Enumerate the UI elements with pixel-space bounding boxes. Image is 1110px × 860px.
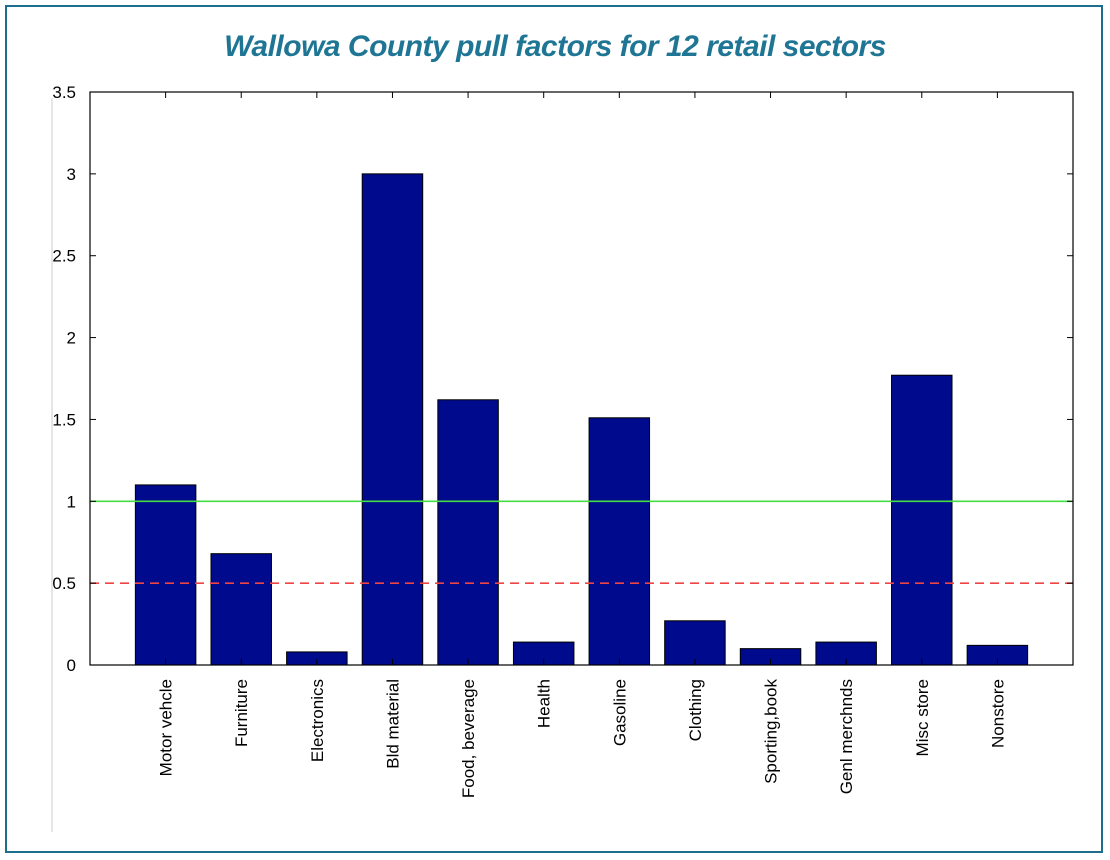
y-tick-label: 3 bbox=[67, 165, 76, 184]
bar-1 bbox=[134, 484, 197, 666]
x-tick-label: Health bbox=[535, 679, 554, 728]
y-tick-label: 2.5 bbox=[52, 247, 76, 266]
x-tick-label: Bld material bbox=[383, 679, 402, 769]
y-axis: 0 0.5 1 1.5 2 2.5 3 3.5 bbox=[52, 83, 1073, 675]
bar-11 bbox=[891, 374, 953, 666]
x-tick-label: Motor vehcle bbox=[157, 679, 176, 776]
x-tick-label: Nonstore bbox=[988, 679, 1007, 748]
reference-lines-group bbox=[90, 500, 1073, 584]
chart-title: Wallowa County pull factors for 12 retai… bbox=[224, 30, 886, 63]
y-tick-label: 3.5 bbox=[52, 83, 76, 102]
y-tick-label: 1.5 bbox=[52, 410, 76, 429]
bar-7 bbox=[588, 417, 651, 666]
bars-group bbox=[134, 173, 1029, 666]
x-tick-label: Electronics bbox=[308, 679, 327, 762]
y-tick-label: 2 bbox=[67, 329, 76, 348]
x-tick-label: Sporting,book bbox=[762, 679, 781, 784]
x-tick-label: Food, beverage bbox=[459, 679, 478, 798]
x-axis: Motor vehcle Furniture Electronics Bld mate… bbox=[157, 92, 1007, 798]
x-tick-label: Misc store bbox=[913, 679, 932, 756]
plot-area-border bbox=[89, 91, 1074, 666]
y-tick-label: 0 bbox=[67, 656, 76, 675]
x-tick-label: Clothing bbox=[686, 679, 705, 741]
y-tick-label: 1 bbox=[67, 492, 76, 511]
x-tick-label: Genl merchnds bbox=[837, 679, 856, 794]
bar-8 bbox=[664, 620, 726, 666]
bar-4 bbox=[361, 173, 424, 666]
bar-2 bbox=[210, 553, 272, 666]
x-tick-label: Furniture bbox=[232, 679, 251, 747]
x-tick-label: Gasoline bbox=[610, 679, 629, 746]
y-tick-label: 0.5 bbox=[52, 574, 76, 593]
bar-5 bbox=[437, 399, 499, 666]
